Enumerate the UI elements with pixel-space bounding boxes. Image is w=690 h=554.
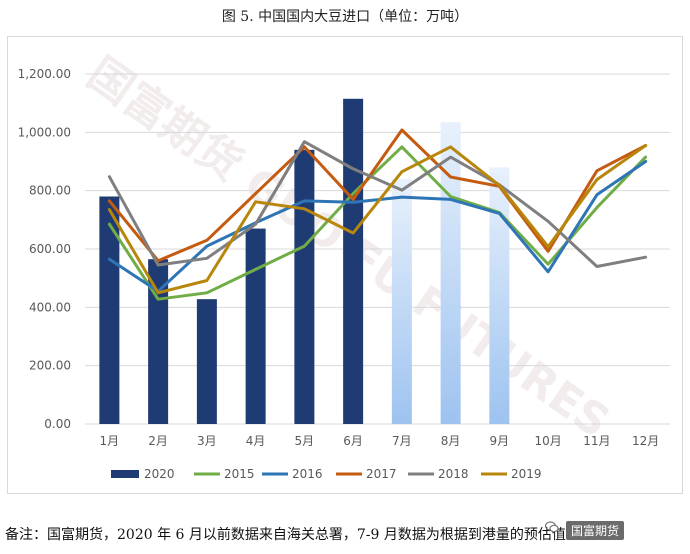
line-2018 — [107, 140, 648, 268]
grid-lines — [85, 73, 670, 425]
x-tick-label: 2月 — [148, 434, 168, 448]
y-tick-label: 800.00 — [29, 184, 71, 198]
line-2019 — [107, 144, 648, 295]
bar-2020-estimate — [489, 167, 510, 425]
line-series — [107, 128, 648, 301]
x-tick-label: 12月 — [632, 434, 659, 448]
legend-label-2015: 2015 — [224, 467, 255, 481]
legend-swatch-2020 — [111, 470, 139, 478]
x-tick-label: 10月 — [534, 434, 561, 448]
y-tick-label: 600.00 — [29, 242, 71, 256]
x-tick-label: 6月 — [343, 434, 363, 448]
bar-2020 — [196, 299, 217, 424]
legend-label-2017: 2017 — [366, 467, 397, 481]
chart-title: 图 5. 中国国内大豆进口（单位：万吨） — [221, 9, 469, 25]
bar-2020 — [294, 149, 315, 425]
legend-label-2019: 2019 — [511, 467, 542, 481]
line-2016 — [107, 160, 648, 293]
brand-label: 国富期货 — [566, 521, 625, 540]
footnote: 备注：国富期货，2020 年 6 月以前数据来自海关总署，7-9 月数据为根据到… — [5, 527, 580, 543]
bar-2020 — [99, 196, 120, 424]
y-axis: 0.00 200.00 400.00 600.00 800.00 1,000.00 1,20… — [18, 67, 71, 431]
legend-label-2016: 2016 — [292, 467, 323, 481]
x-tick-label: 8月 — [441, 434, 461, 448]
wechat-icon — [545, 521, 559, 533]
y-tick-label: 400.00 — [29, 300, 71, 314]
legend-label-2018: 2018 — [438, 467, 469, 481]
bar-series-2020 — [99, 98, 510, 425]
line-2015 — [107, 145, 648, 301]
bar-2020 — [148, 259, 169, 424]
bar-2020-estimate — [440, 122, 461, 424]
y-tick-label: 1,200.00 — [18, 67, 71, 81]
x-tick-label: 3月 — [197, 434, 217, 448]
legend-label-2020: 2020 — [144, 467, 175, 481]
y-tick-label: 200.00 — [29, 359, 71, 373]
bar-2020-estimate — [391, 179, 412, 424]
x-tick-label: 11月 — [583, 434, 610, 448]
bar-2020 — [343, 98, 364, 425]
bar-2020 — [245, 228, 266, 424]
x-tick-label: 1月 — [100, 434, 120, 448]
legend: 2020 2015 2016 2017 2018 2019 — [111, 467, 542, 481]
chart-frame — [7, 36, 683, 494]
y-tick-label: 1,000.00 — [18, 125, 71, 139]
x-tick-label: 4月 — [246, 434, 266, 448]
x-tick-label: 9月 — [490, 434, 510, 448]
x-tick-label: 5月 — [295, 434, 315, 448]
x-tick-label: 7月 — [392, 434, 412, 448]
x-axis: 1月 2月 3月 4月 5月 6月 7月 8月 9月 10月 11月 12月 — [100, 434, 660, 448]
y-tick-label: 0.00 — [44, 417, 71, 431]
